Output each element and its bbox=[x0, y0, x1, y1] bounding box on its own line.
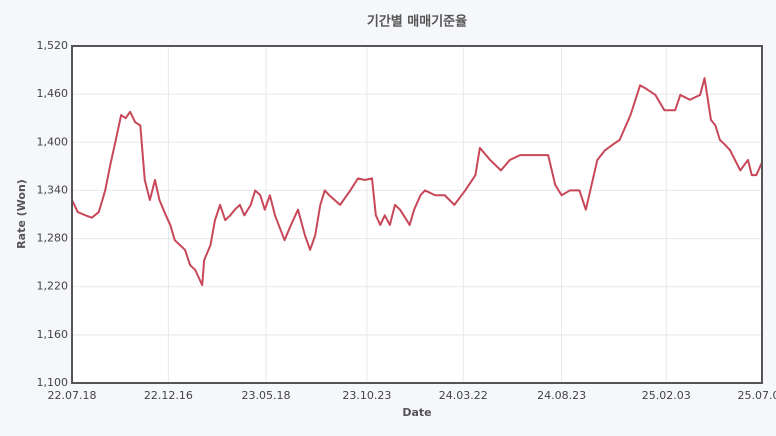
y-tick-label: 1,460 bbox=[37, 87, 69, 100]
x-tick-label: 22.12.16 bbox=[144, 389, 193, 402]
y-tick-label: 1,100 bbox=[37, 376, 69, 389]
x-axis-label: Date bbox=[402, 406, 431, 419]
y-tick-label: 1,520 bbox=[37, 39, 69, 52]
x-tick-label: 23.05.18 bbox=[242, 389, 291, 402]
x-tick-label: 24.08.23 bbox=[537, 389, 586, 402]
y-tick-label: 1,340 bbox=[37, 183, 69, 196]
data-line bbox=[71, 77, 763, 287]
y-tick-label: 1,280 bbox=[37, 232, 69, 245]
plot-area bbox=[72, 46, 762, 383]
y-tick-label: 1,400 bbox=[37, 135, 69, 148]
x-tick-label: 25.07.03 bbox=[738, 389, 776, 402]
plot-frame bbox=[71, 45, 763, 384]
chart-title: 기간별 매매기준율 bbox=[367, 14, 467, 30]
x-tick-label: 25.02.03 bbox=[642, 389, 691, 402]
x-tick-label: 22.07.18 bbox=[48, 389, 97, 402]
y-axis-label: Rate (Won) bbox=[15, 179, 28, 249]
x-tick-label: 23.10.23 bbox=[342, 389, 391, 402]
x-tick-label: 24.03.22 bbox=[439, 389, 488, 402]
y-tick-label: 1,220 bbox=[37, 280, 69, 293]
y-tick-label: 1,160 bbox=[37, 328, 69, 341]
